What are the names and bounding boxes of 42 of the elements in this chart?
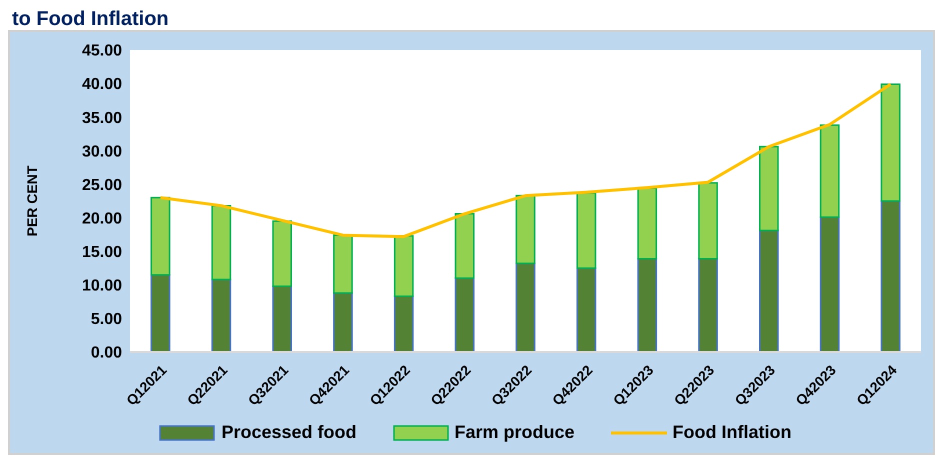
bar	[394, 235, 414, 298]
bar	[880, 200, 900, 352]
y-tick-label: 10.00	[82, 278, 122, 295]
bar	[516, 194, 536, 264]
y-tick-label: 15.00	[82, 244, 122, 262]
y-tick-label: 45.00	[82, 42, 122, 60]
line-series	[158, 82, 892, 238]
bar	[759, 146, 779, 232]
bar	[394, 296, 414, 352]
bar	[272, 220, 292, 287]
bar	[698, 258, 718, 352]
bar	[150, 196, 170, 276]
y-tick-label: 20.00	[82, 210, 122, 228]
y-tick-label: 0.00	[90, 344, 122, 362]
y-tick-label: 5.00	[90, 311, 122, 328]
bar	[150, 274, 170, 352]
bar	[759, 230, 779, 352]
bar	[333, 234, 353, 294]
y-tick-label: 35.00	[82, 110, 122, 127]
legend-label: Farm produce	[454, 422, 575, 443]
bar	[698, 182, 718, 260]
legend-label: Processed food	[221, 422, 357, 443]
bar	[880, 83, 900, 202]
bar	[516, 262, 536, 352]
bar	[637, 258, 658, 352]
bar	[820, 124, 840, 218]
y-tick-label: 40.00	[82, 76, 122, 94]
y-tick-label: 25.00	[82, 176, 122, 194]
bar	[820, 216, 840, 352]
chart-title: to Food Inflation	[11, 8, 170, 30]
bar	[454, 277, 475, 352]
bar	[637, 188, 658, 260]
bar	[454, 213, 475, 279]
bar	[333, 292, 353, 352]
bar	[211, 204, 232, 280]
bar	[272, 285, 292, 352]
y-tick-label: 30.00	[82, 143, 122, 160]
legend-label: Food Inflation	[672, 422, 792, 443]
y-axis-title: PER CENT	[24, 165, 40, 236]
bar	[576, 192, 596, 269]
bar	[211, 278, 232, 352]
bar	[576, 267, 596, 352]
